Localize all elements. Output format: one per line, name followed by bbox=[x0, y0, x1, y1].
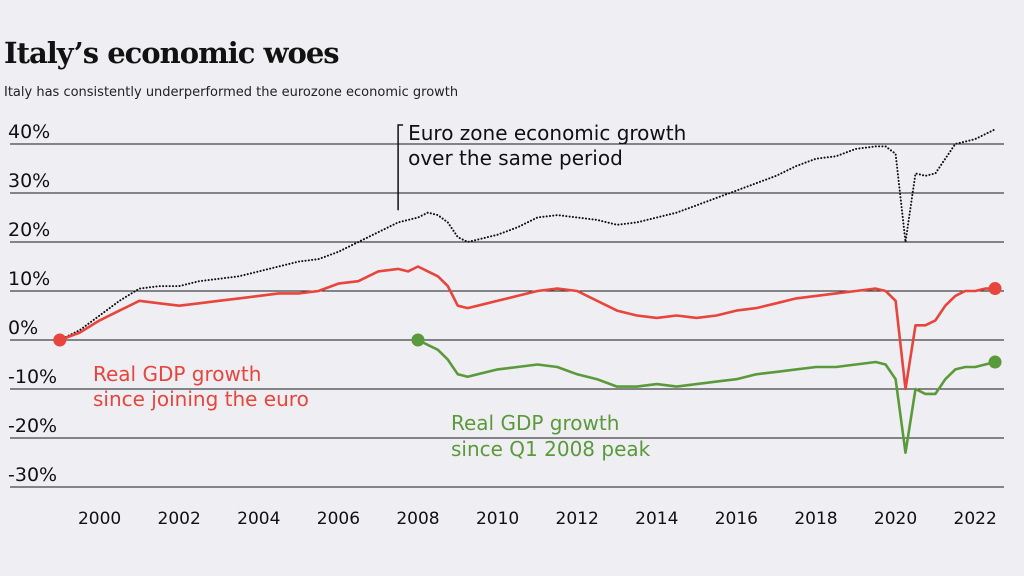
x-tick-label: 2018 bbox=[794, 509, 837, 529]
red-series-label-line-2: since joining the euro bbox=[93, 387, 309, 411]
chart-subtitle: Italy has consistently underperformed th… bbox=[4, 85, 459, 100]
italy-gdp-since-euro-line-end-marker bbox=[988, 282, 1002, 296]
x-tick-label: 2000 bbox=[78, 509, 121, 529]
green-series-label-line-2: since Q1 2008 peak bbox=[451, 437, 651, 461]
eurozone-callout bbox=[397, 124, 404, 211]
y-tick-label: 30% bbox=[8, 170, 50, 192]
x-tick-label: 2004 bbox=[237, 509, 280, 529]
italy-gdp-since-euro-line bbox=[58, 265, 997, 391]
x-tick-label: 2014 bbox=[635, 509, 678, 529]
italy-gdp-since-2008-line-end-marker bbox=[988, 355, 1002, 369]
x-tick-label: 2016 bbox=[715, 509, 758, 529]
red-series-label-line-1: Real GDP growth bbox=[93, 362, 261, 386]
x-tick-label: 2022 bbox=[954, 509, 997, 529]
y-tick-label: 20% bbox=[8, 219, 50, 241]
italy-gdp-since-2008-line-start-marker bbox=[411, 333, 425, 347]
y-axis-ticks: 40% 30% 20% 10% 0% -10% -20% -30% bbox=[8, 121, 57, 486]
italy-gdp-since-euro-line-start-marker bbox=[53, 333, 67, 347]
y-tick-label: -10% bbox=[8, 366, 57, 388]
x-tick-label: 2002 bbox=[158, 509, 201, 529]
eurozone-label-line-2: over the same period bbox=[408, 146, 623, 170]
x-tick-label: 2012 bbox=[556, 509, 599, 529]
y-tick-label: 10% bbox=[8, 268, 50, 290]
x-axis-ticks: 2000 2002 2004 2006 2008 2010 2012 2014 2016 2018… bbox=[78, 509, 997, 529]
italy-gdp-since-2008-line bbox=[416, 338, 997, 454]
eurozone-label-line-1: Euro zone economic growth bbox=[408, 121, 686, 145]
eurozone-growth-line bbox=[58, 128, 997, 341]
y-tick-label: 0% bbox=[8, 317, 38, 339]
gridlines bbox=[10, 143, 1004, 488]
y-tick-label: -30% bbox=[8, 464, 57, 486]
y-tick-label: 40% bbox=[8, 121, 50, 143]
y-tick-label: -20% bbox=[8, 415, 57, 437]
x-tick-label: 2006 bbox=[317, 509, 360, 529]
x-tick-label: 2020 bbox=[874, 509, 917, 529]
chart-title: Italy’s economic woes bbox=[4, 36, 340, 70]
x-tick-label: 2010 bbox=[476, 509, 519, 529]
x-tick-label: 2008 bbox=[396, 509, 439, 529]
green-series-label-line-1: Real GDP growth bbox=[451, 411, 619, 435]
eurozone-callout-pointer bbox=[397, 124, 404, 211]
series-lines bbox=[53, 128, 1002, 454]
